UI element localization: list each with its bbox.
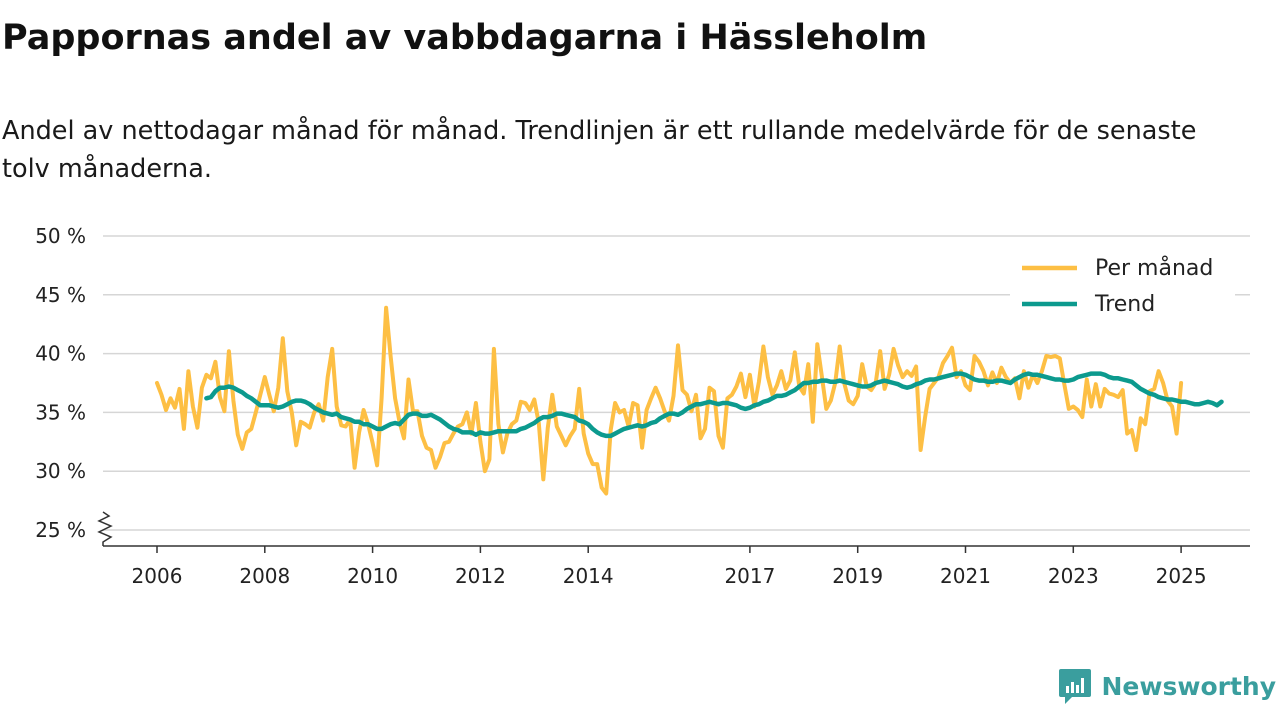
series-lines <box>155 305 1224 496</box>
y-axis-ticks: 25 % 30 % 35 % 40 % 45 % 50 % <box>35 224 86 542</box>
x-tick-label: 2025 <box>1156 564 1207 588</box>
legend-background <box>1010 250 1235 325</box>
x-axis: 2006 2008 2010 2012 2014 2017 2019 2021 2023 2025 <box>97 511 1250 588</box>
x-tick-label: 2008 <box>239 564 290 588</box>
x-tick-label: 2023 <box>1048 564 1099 588</box>
legend: Per månad Trend <box>1010 250 1235 325</box>
brand-name: Newsworthy <box>1101 671 1277 701</box>
legend-label: Per månad <box>1095 255 1213 281</box>
x-tick-label: 2006 <box>132 564 183 588</box>
y-tick-label: 45 % <box>35 283 86 307</box>
line-chart: 25 % 30 % 35 % 40 % 45 % 50 % 2006 2008 2010 201… <box>35 224 1250 588</box>
series-line-trend <box>204 371 1224 439</box>
y-tick-label: 40 % <box>35 342 86 366</box>
x-tick-label: 2017 <box>724 564 775 588</box>
x-tick-label: 2014 <box>563 564 614 588</box>
legend-label: Trend <box>1094 292 1155 317</box>
x-tick-label: 2010 <box>347 564 398 588</box>
brand-logo: Newsworthy <box>1058 666 1277 706</box>
y-tick-label: 50 % <box>35 224 86 248</box>
x-tick-label: 2021 <box>940 564 991 588</box>
series-line-per-manad <box>155 305 1184 496</box>
y-tick-label: 30 % <box>35 459 86 483</box>
chart-title: Pappornas andel av vabbdagarna i Hässleh… <box>2 18 928 58</box>
axis-break-icon <box>97 511 113 546</box>
x-tick-label: 2019 <box>832 564 883 588</box>
newsworthy-logo-icon <box>1058 669 1091 704</box>
y-tick-label: 25 % <box>35 518 86 542</box>
x-tick-label: 2012 <box>455 564 506 588</box>
y-tick-label: 35 % <box>35 400 86 424</box>
chart-subtitle: Andel av nettodagar månad för månad. Tre… <box>2 116 1197 184</box>
